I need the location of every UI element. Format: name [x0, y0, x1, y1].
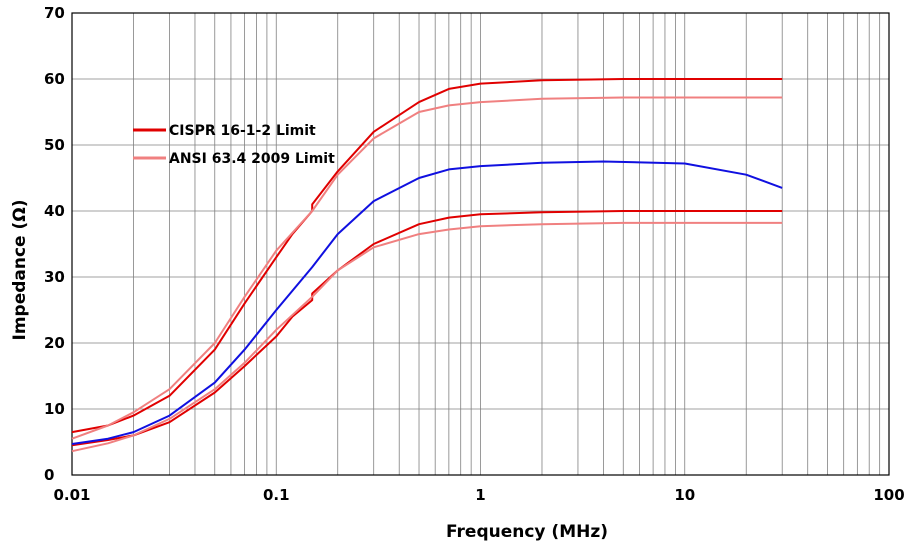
x-tick-label: 0.1 [263, 486, 290, 504]
series-line-4 [71, 221, 783, 453]
series-line-1 [71, 78, 783, 434]
x-tick-label: 0.01 [53, 486, 90, 504]
y-tick-label: 40 [44, 202, 65, 220]
y-tick-label: 10 [44, 400, 65, 418]
legend-label: ANSI 63.4 2009 Limit [169, 151, 335, 167]
legend: CISPR 16-1-2 Limit ANSI 63.4 2009 Limit [133, 123, 335, 167]
plot-frame [71, 12, 890, 476]
legend-label: CISPR 16-1-2 Limit [169, 123, 316, 139]
x-tick-label: 1 [475, 486, 485, 504]
series-line-3 [71, 96, 783, 440]
y-tick-label: 60 [44, 70, 65, 88]
series-line-2 [71, 210, 783, 447]
series-lines [71, 78, 783, 453]
y-axis-title: Impedance (Ω) [10, 200, 30, 341]
y-tick-label: 70 [44, 4, 65, 22]
series-line-5 [71, 160, 783, 445]
y-tick-label: 50 [44, 136, 65, 154]
y-tick-label: 20 [44, 334, 65, 352]
x-tick-label: 100 [873, 486, 904, 504]
tick-labels: 0.01 0.1 1 10 100 0 10 20 30 40 50 60 70 [44, 4, 905, 504]
y-tick-label: 30 [44, 268, 65, 286]
x-tick-label: 10 [674, 486, 695, 504]
x-axis-title: Frequency (MHz) [446, 522, 608, 542]
y-tick-label: 0 [44, 466, 54, 484]
